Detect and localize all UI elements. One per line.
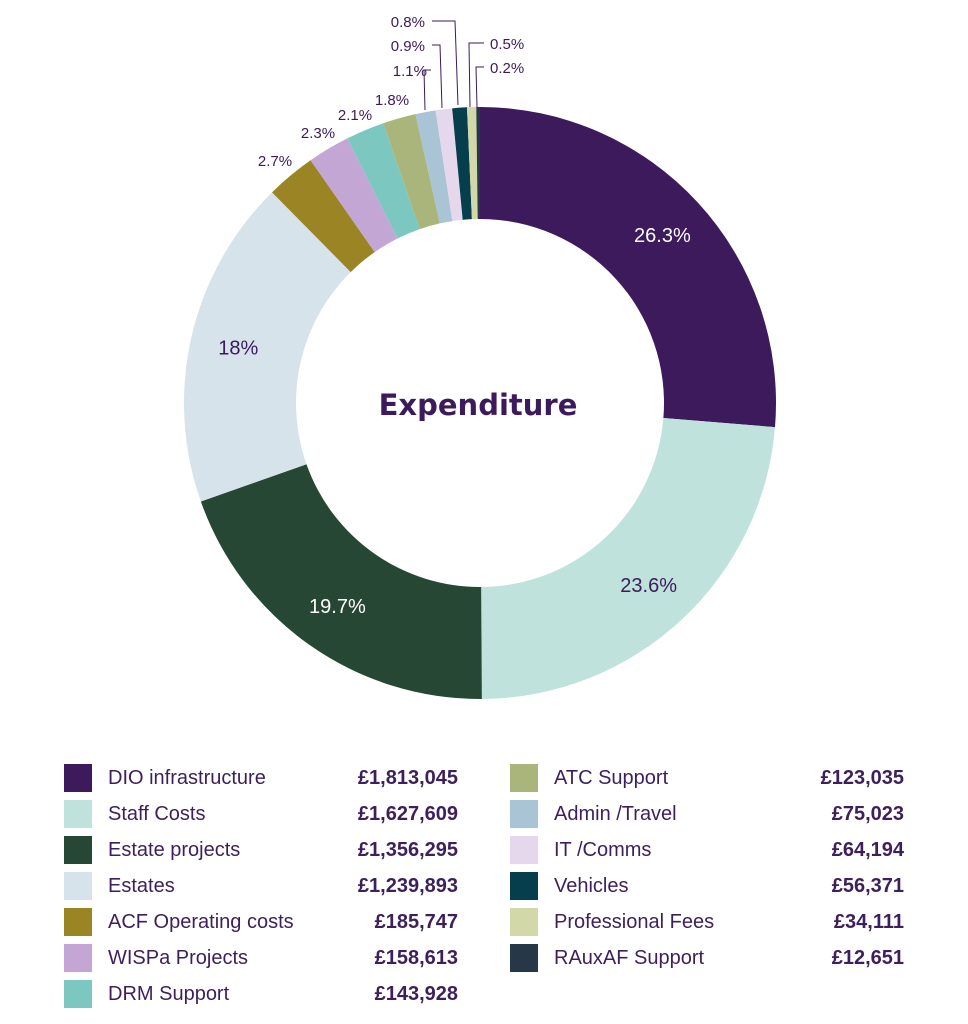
legend-item-admin-travel: Admin /Travel £75,023 (510, 796, 904, 832)
slice-dio-infrastructure (480, 107, 776, 428)
legend-swatch (64, 980, 92, 1008)
legend-value: £75,023 (831, 802, 904, 825)
legend-swatch (510, 764, 538, 792)
data-label-wispa-projects: 2.3% (301, 125, 335, 142)
data-label-atc-support: 1.8% (375, 92, 409, 109)
data-label-dio-infrastructure: 26.3% (634, 225, 691, 247)
legend-value: £185,747 (374, 910, 458, 933)
slice-rauxaf-support (476, 107, 480, 220)
legend-label: Professional Fees (554, 910, 715, 933)
legend-value: £56,371 (831, 874, 904, 897)
legend-value: £1,239,893 (357, 874, 458, 897)
legend-label: Estates (108, 874, 175, 897)
legend-value: £123,035 (820, 766, 904, 789)
legend-swatch (64, 908, 92, 936)
legend-item-vehicles: Vehicles £56,371 (510, 868, 904, 904)
legend-label: Vehicles (554, 874, 629, 897)
data-label-it-comms: 0.9% (391, 38, 425, 55)
legend-value: £1,356,295 (357, 838, 458, 861)
slice-atc-support (383, 114, 440, 230)
legend-value: £143,928 (374, 982, 458, 1005)
legend-swatch (510, 836, 538, 864)
legend-swatch (64, 764, 92, 792)
legend-item-it-comms: IT /Comms £64,194 (510, 832, 904, 868)
legend-value: £64,194 (831, 838, 904, 861)
data-label-vehicles: 0.8% (391, 14, 425, 31)
data-label-estates: 18% (218, 337, 258, 359)
slice-acf-operating-costs (272, 160, 375, 273)
legend-label: Estate projects (108, 838, 241, 861)
legend-swatch (510, 908, 538, 936)
leader-line-vehicles (432, 20, 459, 106)
legend-label: RAuxAF Support (554, 946, 705, 969)
legend-label: ACF Operating costs (108, 910, 294, 933)
chart-title: Expenditure (379, 388, 578, 422)
legend-item-staff-costs: Staff Costs £1,627,609 (64, 796, 458, 832)
data-label-professional-fees: 0.5% (490, 36, 524, 53)
slice-drm-support (347, 123, 420, 239)
data-label-drm-support: 2.1% (338, 107, 372, 124)
leader-line-professional-fees (468, 42, 484, 108)
legend-item-estates: Estates £1,239,893 (64, 868, 458, 904)
legend-label: IT /Comms (554, 838, 652, 861)
legend-left: DIO infrastructure £1,813,045 Staff Costs £… (64, 760, 458, 1012)
slice-it-comms (435, 108, 463, 222)
leader-line-it-comms (432, 44, 443, 109)
legend-item-professional-fees: Professional Fees £34,111 (510, 904, 904, 940)
leader-line-rauxaf-support (475, 66, 484, 108)
legend-value: £34,111 (833, 910, 904, 933)
legend-swatch (64, 836, 92, 864)
legend-value: £1,627,609 (357, 802, 458, 825)
legend-swatch (510, 872, 538, 900)
legend-swatch (64, 872, 92, 900)
donut-chart: 26.3% 23.6% 19.7% 18% 2.7% 2.3%2.1%1.8% 1.1% 0.… (183, 14, 776, 699)
slice-staff-costs (481, 418, 776, 699)
legend-item-wispa-projects: WISPa Projects £158,613 (64, 940, 458, 976)
legend-swatch (510, 944, 538, 972)
legend-label: DRM Support (108, 982, 230, 1005)
data-label-estate-projects: 19.7% (309, 596, 366, 618)
legend-item-dio-infrastructure: DIO infrastructure £1,813,045 (64, 760, 458, 796)
legend-label: Staff Costs (108, 802, 206, 825)
legend-label: ATC Support (554, 766, 669, 789)
legend-swatch (64, 944, 92, 972)
legend-label: WISPa Projects (108, 946, 249, 969)
legend-swatch (510, 800, 538, 828)
legend-item-drm-support: DRM Support £143,928 (64, 976, 458, 1012)
slice-vehicles (452, 107, 472, 220)
leader-line-admin-travel (423, 69, 431, 111)
legend-label: Admin /Travel (554, 802, 677, 825)
legend-label: DIO infrastructure (108, 766, 266, 789)
slice-wispa-projects (310, 138, 398, 253)
legend-value: £12,651 (831, 946, 904, 969)
slice-estate-projects (200, 464, 482, 699)
data-label-staff-costs: 23.6% (620, 575, 677, 597)
slice-estates (183, 192, 351, 502)
legend-item-estate-projects: Estate projects £1,356,295 (64, 832, 458, 868)
slice-admin-travel (415, 110, 453, 224)
legend-value: £158,613 (374, 946, 458, 969)
legend-right: ATC Support £123,035 Admin /Travel £75,023 I… (510, 760, 904, 976)
slice-professional-fees (466, 107, 478, 220)
data-label-acf-operating-costs: 2.7% (258, 153, 292, 170)
legend-item-atc-support: ATC Support £123,035 (510, 760, 904, 796)
legend-value: £1,813,045 (357, 766, 458, 789)
legend-item-rauxaf-support: RAuxAF Support £12,651 (510, 940, 904, 976)
legend-item-acf-operating-costs: ACF Operating costs £185,747 (64, 904, 458, 940)
data-label-admin-travel: 1.1% (393, 63, 427, 80)
legend-swatch (64, 800, 92, 828)
data-label-rauxaf-support: 0.2% (490, 60, 524, 77)
